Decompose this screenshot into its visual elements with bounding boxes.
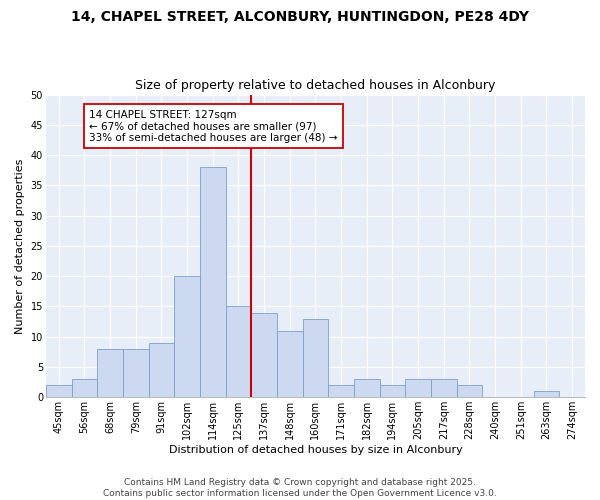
Y-axis label: Number of detached properties: Number of detached properties <box>15 158 25 334</box>
X-axis label: Distribution of detached houses by size in Alconbury: Distribution of detached houses by size … <box>169 445 462 455</box>
Bar <box>251 312 277 398</box>
Bar <box>457 385 482 398</box>
Bar <box>533 391 559 398</box>
Text: Contains HM Land Registry data © Crown copyright and database right 2025.
Contai: Contains HM Land Registry data © Crown c… <box>103 478 497 498</box>
Bar <box>123 349 149 398</box>
Bar <box>174 276 200 398</box>
Bar <box>226 306 251 398</box>
Bar <box>405 379 431 398</box>
Bar <box>302 318 328 398</box>
Bar <box>328 385 354 398</box>
Bar <box>277 330 302 398</box>
Bar <box>149 343 174 398</box>
Bar <box>71 379 97 398</box>
Bar <box>380 385 405 398</box>
Bar <box>97 349 123 398</box>
Text: 14 CHAPEL STREET: 127sqm
← 67% of detached houses are smaller (97)
33% of semi-d: 14 CHAPEL STREET: 127sqm ← 67% of detach… <box>89 110 338 143</box>
Text: 14, CHAPEL STREET, ALCONBURY, HUNTINGDON, PE28 4DY: 14, CHAPEL STREET, ALCONBURY, HUNTINGDON… <box>71 10 529 24</box>
Bar <box>46 385 71 398</box>
Bar <box>354 379 380 398</box>
Bar <box>200 167 226 398</box>
Title: Size of property relative to detached houses in Alconbury: Size of property relative to detached ho… <box>135 79 496 92</box>
Bar <box>431 379 457 398</box>
